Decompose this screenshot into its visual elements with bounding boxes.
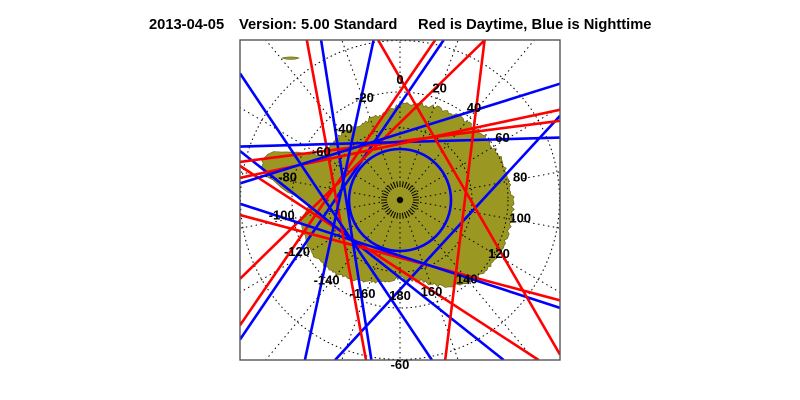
svg-text:-160: -160 — [349, 286, 375, 301]
svg-text:-60: -60 — [312, 144, 331, 159]
svg-text:-20: -20 — [355, 90, 374, 105]
svg-text:40: 40 — [467, 100, 481, 115]
svg-text:-80: -80 — [278, 170, 297, 185]
svg-text:20: 20 — [432, 81, 446, 96]
svg-text:-120: -120 — [284, 244, 310, 259]
svg-text:140: 140 — [456, 272, 478, 287]
svg-text:120: 120 — [488, 246, 510, 261]
svg-text:100: 100 — [509, 211, 531, 226]
svg-text:-100: -100 — [269, 207, 295, 222]
svg-text:-40: -40 — [334, 121, 353, 136]
svg-text:-60: -60 — [391, 357, 410, 372]
svg-text:-140: -140 — [314, 273, 340, 288]
svg-text:160: 160 — [421, 284, 443, 299]
svg-text:0: 0 — [396, 72, 403, 87]
svg-text:60: 60 — [495, 130, 509, 145]
svg-text:80: 80 — [513, 170, 527, 185]
svg-text:180: 180 — [389, 288, 411, 303]
